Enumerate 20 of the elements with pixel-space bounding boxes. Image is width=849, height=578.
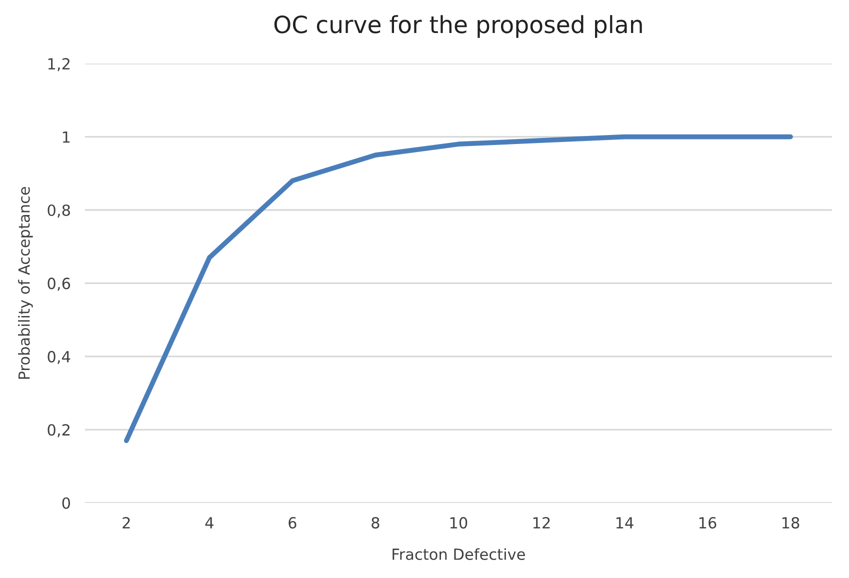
- x-tick-label: 8: [372, 517, 380, 529]
- y-tick-label: 0: [62, 497, 70, 509]
- x-tick-label: 4: [205, 517, 214, 528]
- y-tick-label: 1,2: [48, 58, 70, 72]
- x-axis-title: Fracton Defective: [392, 548, 525, 560]
- y-tick-label: 0,2: [48, 424, 70, 438]
- chart-title: OC curve for the proposed plan: [274, 15, 642, 38]
- x-tick-label: 18: [782, 517, 800, 529]
- y-axis-title: Probability of Acceptance: [18, 186, 33, 379]
- y-tick-label: 0,6: [48, 278, 70, 291]
- x-tick-label: 2: [122, 517, 130, 528]
- x-tick-label: 10: [450, 517, 468, 529]
- y-tick-label: 0,8: [48, 204, 70, 218]
- x-tick-label: 14: [616, 517, 634, 528]
- line-series: [124, 134, 793, 444]
- x-tick-label: 16: [699, 517, 716, 529]
- x-tick-label: 12: [533, 517, 550, 528]
- y-tick-label: 1: [62, 131, 70, 143]
- y-tick-label: 0,4: [48, 350, 70, 364]
- x-tick-label: 6: [288, 517, 296, 529]
